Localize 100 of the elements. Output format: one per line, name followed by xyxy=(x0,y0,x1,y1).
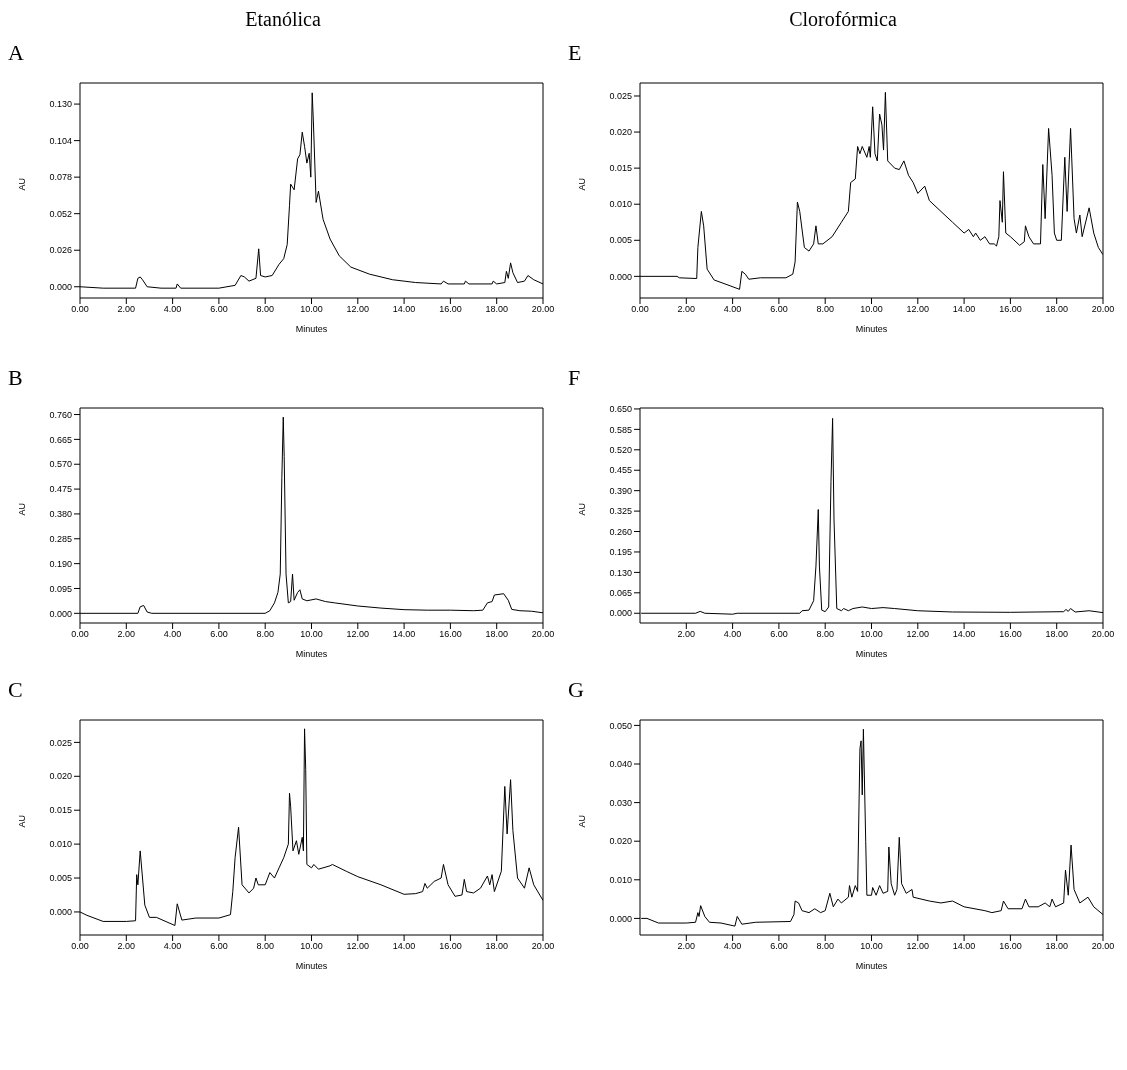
x-tick-label: 2.00 xyxy=(677,941,696,952)
x-axis-title: Minutes xyxy=(295,324,328,334)
y-axis-title: AU xyxy=(17,814,28,828)
x-tick-label: 12.00 xyxy=(346,941,370,952)
y-tick-label: 0.520 xyxy=(609,445,632,455)
x-tick-label: 10.00 xyxy=(860,941,883,952)
x-axis-title: Minutes xyxy=(295,649,328,659)
y-tick-label: 0.010 xyxy=(609,199,632,210)
x-tick-label: 16.00 xyxy=(439,629,462,640)
x-tick-label: 20.00 xyxy=(531,629,555,640)
y-tick-label: 0.000 xyxy=(49,907,72,918)
y-tick-label: 0.010 xyxy=(609,875,632,885)
x-tick-label: 14.00 xyxy=(392,304,416,315)
y-tick-label: 0.475 xyxy=(49,484,72,495)
x-tick-label: 4.00 xyxy=(163,629,182,640)
x-tick-label: 14.00 xyxy=(952,941,976,952)
x-axis-title: Minutes xyxy=(855,324,888,334)
chart-title: G xyxy=(568,677,585,704)
x-tick-label: 16.00 xyxy=(439,304,462,315)
x-tick-label: 6.00 xyxy=(210,629,228,640)
y-tick-label: 0.130 xyxy=(609,567,632,578)
x-tick-label: 6.00 xyxy=(210,304,228,315)
x-tick-label: 14.00 xyxy=(392,941,416,952)
x-tick-label: 4.00 xyxy=(723,941,742,952)
y-tick-label: 0.052 xyxy=(49,208,72,219)
y-axis-title: AU xyxy=(577,177,588,191)
x-tick-label: 6.00 xyxy=(770,629,788,640)
y-tick-label: 0.078 xyxy=(49,172,72,183)
y-tick-label: 0.455 xyxy=(609,465,632,476)
y-tick-label: 0.195 xyxy=(609,547,632,558)
y-tick-label: 0.325 xyxy=(609,506,632,517)
y-tick-label: 0.015 xyxy=(49,805,72,816)
x-tick-label: 2.00 xyxy=(117,941,136,952)
y-tick-label: 0.380 xyxy=(49,509,72,520)
x-tick-label: 6.00 xyxy=(770,941,788,952)
y-axis-title: AU xyxy=(17,502,28,516)
x-tick-label: 18.00 xyxy=(485,941,508,952)
y-tick-label: 0.650 xyxy=(609,404,632,415)
x-tick-label: 16.00 xyxy=(999,304,1022,315)
y-tick-label: 0.665 xyxy=(49,434,72,445)
x-tick-label: 12.00 xyxy=(906,629,930,640)
chart-subtitle: A xyxy=(8,40,25,67)
y-tick-label: 0.020 xyxy=(609,836,632,847)
chart-subtitle: E xyxy=(568,40,583,67)
chart-title: Etanólica xyxy=(244,8,322,32)
x-tick-label: 16.00 xyxy=(439,941,462,952)
y-tick-label: 0.030 xyxy=(609,797,632,808)
y-tick-label: 0.585 xyxy=(609,424,632,435)
y-tick-label: 0.000 xyxy=(49,281,72,292)
y-tick-label: 0.285 xyxy=(49,533,72,544)
y-tick-label: 0.025 xyxy=(609,91,632,102)
x-tick-label: 4.00 xyxy=(163,304,182,315)
x-tick-label: 10.00 xyxy=(300,941,323,952)
y-tick-label: 0.020 xyxy=(49,771,72,782)
y-tick-label: 0.065 xyxy=(609,588,632,599)
x-tick-label: 0.00 xyxy=(631,304,649,315)
x-tick-label: 0.00 xyxy=(71,941,89,952)
x-tick-label: 20.00 xyxy=(1091,304,1115,315)
x-tick-label: 0.00 xyxy=(71,304,89,315)
y-tick-label: 0.025 xyxy=(49,737,72,748)
y-tick-label: 0.260 xyxy=(609,526,632,537)
x-tick-label: 8.00 xyxy=(816,304,834,315)
y-tick-label: 0.095 xyxy=(49,583,72,594)
x-tick-label: 2.00 xyxy=(117,304,136,315)
y-axis-title: AU xyxy=(17,177,28,191)
y-tick-label: 0.020 xyxy=(609,127,632,138)
x-tick-label: 18.00 xyxy=(485,304,508,315)
x-tick-label: 18.00 xyxy=(485,629,508,640)
y-tick-label: 0.104 xyxy=(49,135,72,146)
x-tick-label: 4.00 xyxy=(723,304,742,315)
x-tick-label: 0.00 xyxy=(71,629,89,640)
x-axis-title: Minutes xyxy=(295,961,328,971)
x-tick-label: 8.00 xyxy=(256,941,274,952)
y-tick-label: 0.000 xyxy=(609,271,632,282)
x-tick-label: 6.00 xyxy=(210,941,228,952)
y-tick-label: 0.190 xyxy=(49,558,72,569)
y-tick-label: 0.390 xyxy=(609,485,632,496)
x-axis-title: Minutes xyxy=(855,649,888,659)
x-tick-label: 14.00 xyxy=(392,629,416,640)
chart-title: F xyxy=(568,365,582,392)
y-tick-label: 0.010 xyxy=(49,839,72,850)
y-axis-title: AU xyxy=(577,814,588,828)
x-tick-label: 8.00 xyxy=(256,304,274,315)
x-tick-label: 12.00 xyxy=(906,941,930,952)
x-tick-label: 14.00 xyxy=(952,304,976,315)
y-tick-label: 0.026 xyxy=(49,245,72,256)
x-tick-label: 6.00 xyxy=(770,304,788,315)
x-tick-label: 4.00 xyxy=(723,629,742,640)
x-tick-label: 16.00 xyxy=(999,941,1022,952)
y-axis-title: AU xyxy=(577,502,588,516)
x-tick-label: 8.00 xyxy=(816,629,834,640)
chart-title: C xyxy=(8,677,24,704)
y-tick-label: 0.000 xyxy=(49,608,72,619)
x-tick-label: 18.00 xyxy=(1045,941,1068,952)
x-tick-label: 10.00 xyxy=(300,304,323,315)
y-tick-label: 0.005 xyxy=(609,235,632,246)
y-tick-label: 0.000 xyxy=(609,608,632,619)
x-tick-label: 8.00 xyxy=(816,941,834,952)
x-tick-label: 12.00 xyxy=(906,304,930,315)
x-tick-label: 2.00 xyxy=(117,629,136,640)
